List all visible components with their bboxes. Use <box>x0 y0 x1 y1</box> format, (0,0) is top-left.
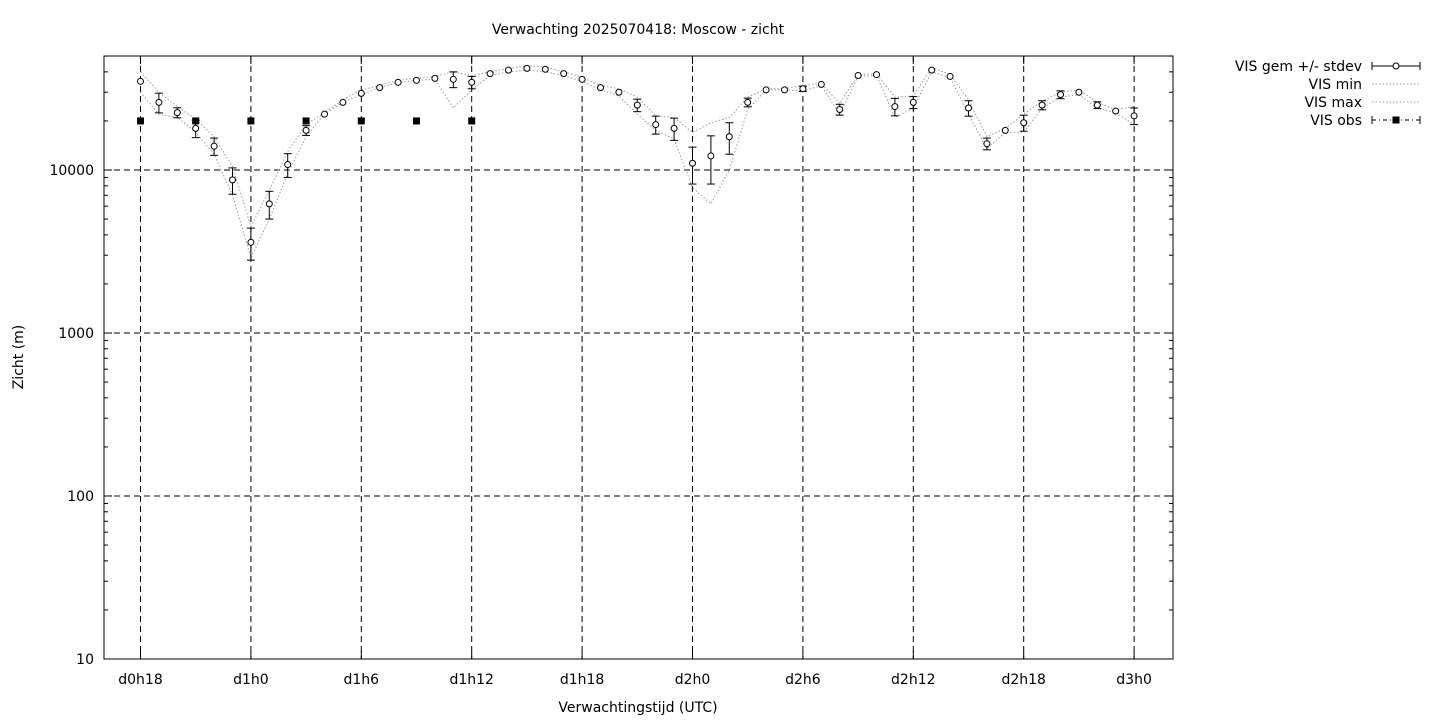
axis-ticks: d0h18 d1h0 d1h6 d1h12 d1h18 d2h0 d2h6 d2h12 d2h1… <box>49 55 1173 688</box>
vis-mean-point <box>523 64 531 72</box>
vis-mean-point <box>468 78 476 86</box>
vis-mean-point <box>431 74 439 82</box>
vis-mean-point <box>302 126 310 134</box>
vis-mean-point <box>284 161 292 169</box>
vis-mean-point <box>192 124 200 132</box>
vis-mean-point <box>762 86 770 94</box>
legend-marker <box>1392 62 1400 70</box>
vis-mean-point <box>155 98 163 106</box>
vis-mean-point <box>781 86 788 94</box>
legend-label: VIS max <box>1304 95 1362 111</box>
vis-mean-point <box>173 109 181 117</box>
vis-obs-point <box>357 117 365 125</box>
x-axis-label: Verwachtingstijd (UTC) <box>558 700 717 716</box>
legend-label: VIS obs <box>1310 113 1362 129</box>
x-tick-label: d2h0 <box>675 672 711 688</box>
legend-label: VIS min <box>1309 77 1362 93</box>
vis-mean-point <box>265 200 273 208</box>
series-layer <box>137 64 1139 261</box>
legend-label: VIS gem +/- stdev <box>1235 59 1362 75</box>
vis-mean-point <box>1112 107 1120 115</box>
vis-mean-point <box>137 77 144 85</box>
x-tick-label: d1h18 <box>560 672 604 688</box>
x-tick-label: d1h0 <box>233 672 269 688</box>
vis-obs-point <box>137 117 144 125</box>
vis-mean-point <box>578 75 586 83</box>
vis-mean-point <box>376 84 384 92</box>
vis-mean-point <box>854 71 862 79</box>
y-tick-label: 10000 <box>49 163 94 179</box>
vis-mean-point <box>1020 119 1028 127</box>
vis-mean-point <box>597 84 604 92</box>
vis-mean-point <box>983 140 991 148</box>
x-tick-label: d3h0 <box>1116 672 1152 688</box>
vis-mean-point <box>1075 88 1083 96</box>
vis-obs-point <box>413 117 420 125</box>
vis-mean-point <box>449 75 457 83</box>
y-tick-label: 100 <box>67 489 94 505</box>
vis-mean-point <box>541 65 549 73</box>
vis-obs-point <box>468 117 476 125</box>
vis-max-line <box>140 65 1135 228</box>
x-tick-label: d1h6 <box>344 672 380 688</box>
plot-frame <box>103 55 1174 660</box>
y-tick-label: 10 <box>76 652 94 668</box>
x-tick-label: d2h18 <box>1001 672 1045 688</box>
vis-mean-point <box>633 101 641 109</box>
x-tick-label: d1h12 <box>449 672 493 688</box>
gridlines <box>104 56 1173 659</box>
vis-mean-point <box>505 66 512 74</box>
vis-mean-point <box>229 176 236 184</box>
vis-mean-point <box>817 80 825 88</box>
vis-mean-point <box>486 70 494 78</box>
vis-mean-point <box>891 103 899 111</box>
x-tick-label: d2h12 <box>891 672 935 688</box>
legend-marker <box>1392 116 1400 124</box>
vis-mean-point <box>799 85 807 93</box>
vis-mean-point <box>689 159 696 167</box>
vis-obs-point <box>247 117 255 125</box>
vis-mean-point <box>1001 126 1009 134</box>
vis-mean-point <box>560 70 568 78</box>
vis-mean-point <box>725 133 733 141</box>
chart-title: Verwachting 2025070418: Moscow - zicht <box>492 22 785 38</box>
vis-obs-point <box>302 117 310 125</box>
vis-mean-point <box>652 121 660 129</box>
vis-mean-point <box>946 72 954 80</box>
vis-mean-point <box>394 78 402 86</box>
vis-mean-point <box>670 124 678 132</box>
vis-mean-point <box>836 106 844 114</box>
vis-mean-point <box>1038 101 1046 109</box>
vis-mean-point <box>873 71 880 79</box>
vis-mean-point <box>909 98 917 106</box>
vis-mean-point <box>247 238 255 246</box>
vis-mean-point <box>413 76 420 84</box>
vis-mean-point <box>357 89 365 97</box>
vis-mean-point <box>615 88 623 96</box>
vis-mean-point <box>928 66 936 74</box>
vis-mean-point <box>339 98 347 106</box>
vis-mean-point <box>210 142 218 150</box>
vis-obs-point <box>192 117 200 125</box>
y-axis-label: Zicht (m) <box>11 325 27 390</box>
x-tick-label: d0h18 <box>118 672 162 688</box>
y-tick-label: 1000 <box>58 326 94 342</box>
x-tick-label: d2h6 <box>785 672 821 688</box>
vis-mean-point <box>321 110 328 118</box>
legend: VIS gem +/- stdev VIS min VIS max VIS obs <box>1235 59 1421 129</box>
vis-mean-point <box>744 98 752 106</box>
vis-mean-point <box>965 104 972 112</box>
vis-mean-point <box>1057 91 1064 99</box>
vis-mean-point <box>1130 112 1138 120</box>
vis-mean-point <box>707 152 715 160</box>
vis-mean-point <box>1093 101 1101 109</box>
